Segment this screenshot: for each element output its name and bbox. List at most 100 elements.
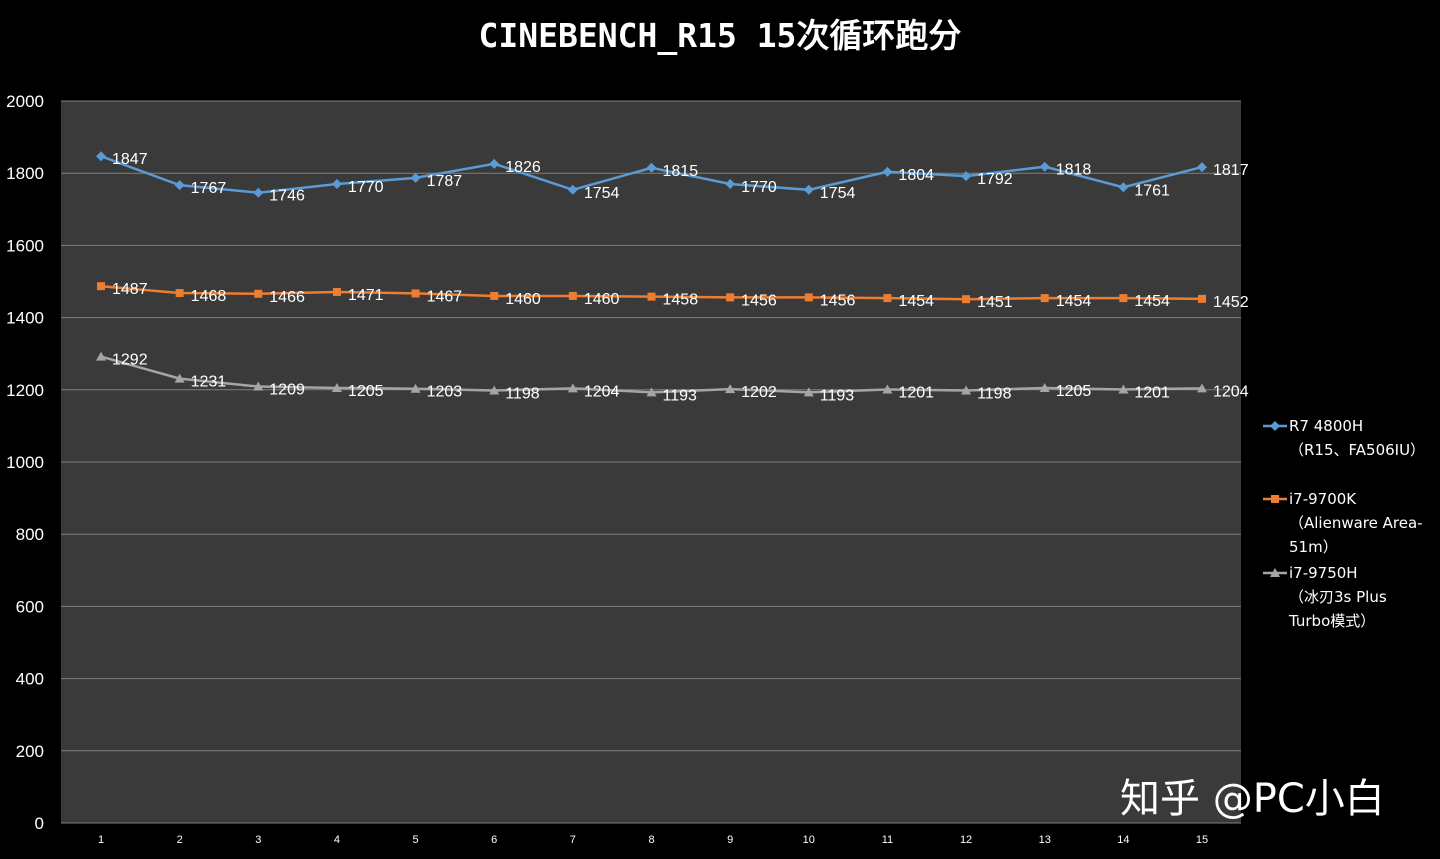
data-point (725, 384, 736, 394)
legend-label: （R15、FA506IU） (1289, 441, 1425, 459)
data-label: 1454 (1134, 293, 1170, 310)
data-point (1198, 294, 1206, 303)
data-point (804, 293, 813, 302)
data-point (1118, 384, 1129, 394)
legend-item: i7-9700K （Alienware Area- 51m） (1263, 490, 1423, 556)
data-label: 1451 (977, 294, 1013, 311)
x-tick-label: 9 (727, 834, 733, 846)
data-label: 1205 (348, 383, 384, 400)
data-label: 1204 (584, 383, 620, 400)
data-point (489, 158, 500, 169)
x-tick-label: 10 (803, 834, 815, 846)
x-tick-label: 13 (1039, 834, 1051, 846)
data-label: 1198 (977, 386, 1012, 403)
legend: R7 4800H （R15、FA506IU） i7-9700K （Alienware … (1263, 417, 1425, 630)
chart-title: CINEBENCH_R15 15次循环跑分 (479, 16, 962, 55)
data-point (490, 291, 499, 300)
data-point (97, 282, 105, 291)
series-group: 1847 1767 1746 1770 1787 1826 1754 1815 1770 1754… (96, 151, 1249, 404)
data-label: 1193 (663, 387, 698, 404)
data-label: 1746 (269, 188, 305, 205)
data-label: 1804 (898, 167, 934, 184)
data-label: 1754 (820, 185, 856, 202)
x-tick-label: 3 (255, 834, 261, 846)
data-point (882, 166, 893, 177)
y-tick-label: 400 (16, 670, 44, 689)
data-label: 1826 (505, 159, 541, 176)
legend-label: i7-9700K (1289, 490, 1357, 508)
series-1: 1847 1767 1746 1770 1787 1826 1754 1815 1770 1754… (96, 151, 1249, 205)
x-tick-label: 2 (177, 834, 183, 846)
data-point (174, 180, 185, 191)
data-point (410, 172, 421, 183)
series-3: 1292 1231 1209 1205 1203 1198 1204 1193 1202 1193… (96, 351, 1249, 404)
x-tick-label: 11 (882, 834, 893, 846)
watermark: 知乎 @PC小白 (1120, 776, 1385, 822)
data-label: 1460 (505, 291, 541, 308)
data-point (331, 382, 342, 392)
legend-label: R7 4800H (1289, 417, 1363, 435)
y-tick-label: 2000 (6, 92, 44, 111)
data-point (962, 295, 971, 304)
x-tick-label: 12 (960, 834, 972, 846)
data-point (803, 387, 814, 397)
legend-label: i7-9750H (1289, 564, 1358, 582)
data-point (410, 383, 421, 393)
x-tick-label: 8 (648, 834, 654, 846)
y-tick-label: 1000 (6, 453, 44, 472)
y-tick-label: 1800 (6, 164, 44, 183)
data-point (175, 289, 184, 298)
legend-label: （冰刃3s Plus (1289, 588, 1387, 606)
data-label: 1460 (584, 291, 620, 308)
y-tick-label: 0 (35, 814, 44, 833)
data-point (253, 187, 264, 198)
data-label: 1456 (820, 292, 856, 309)
data-point (1197, 383, 1207, 393)
data-label: 1487 (112, 281, 148, 298)
y-tick-label: 1200 (6, 381, 44, 400)
data-point (1119, 294, 1128, 303)
data-label: 1231 (191, 374, 227, 391)
series-2: 1487 1468 1466 1471 1467 1460 1460 1458 1456 1456… (97, 281, 1249, 311)
x-tick-label: 1 (98, 834, 104, 846)
data-label: 1466 (269, 289, 305, 306)
legend-item: i7-9750H （冰刃3s Plus Turbo模式） (1263, 564, 1387, 630)
data-label: 1204 (1213, 383, 1249, 400)
data-label: 1209 (269, 382, 305, 399)
legend-label: Turbo模式） (1288, 612, 1375, 630)
data-point (1040, 294, 1049, 303)
data-label: 1201 (898, 384, 934, 401)
data-label: 1817 (1213, 162, 1249, 179)
data-label: 1815 (663, 163, 699, 180)
data-label: 1471 (348, 287, 384, 304)
data-label: 1201 (1134, 384, 1170, 401)
y-tick-label: 600 (16, 597, 44, 616)
y-tick-label: 200 (16, 742, 44, 761)
data-point (961, 385, 972, 395)
data-label: 1787 (427, 173, 463, 190)
data-point (1039, 382, 1050, 392)
data-label: 1205 (1056, 383, 1092, 400)
data-point (725, 179, 736, 190)
y-axis-ticks: 0 200 400 600 800 1000 1200 1400 1600 1800 2000 (6, 92, 44, 833)
data-label: 1770 (348, 179, 384, 196)
data-label: 1468 (191, 288, 227, 305)
data-label: 1767 (191, 180, 227, 197)
data-point (646, 162, 657, 173)
data-label: 1452 (1213, 294, 1249, 311)
data-label: 1754 (584, 185, 620, 202)
data-point (489, 385, 500, 395)
data-point (883, 294, 892, 303)
x-axis-ticks: 1 2 3 4 5 6 7 8 9 10 11 12 13 14 15 (98, 834, 1208, 846)
data-label: 1203 (427, 384, 463, 401)
x-tick-label: 14 (1117, 834, 1129, 846)
y-tick-label: 1400 (6, 309, 44, 328)
data-point (961, 171, 972, 182)
data-point (568, 291, 577, 300)
y-tick-label: 800 (16, 525, 44, 544)
data-point (726, 293, 735, 302)
data-point (331, 179, 342, 190)
data-label: 1458 (663, 292, 699, 309)
data-label: 1202 (741, 384, 777, 401)
